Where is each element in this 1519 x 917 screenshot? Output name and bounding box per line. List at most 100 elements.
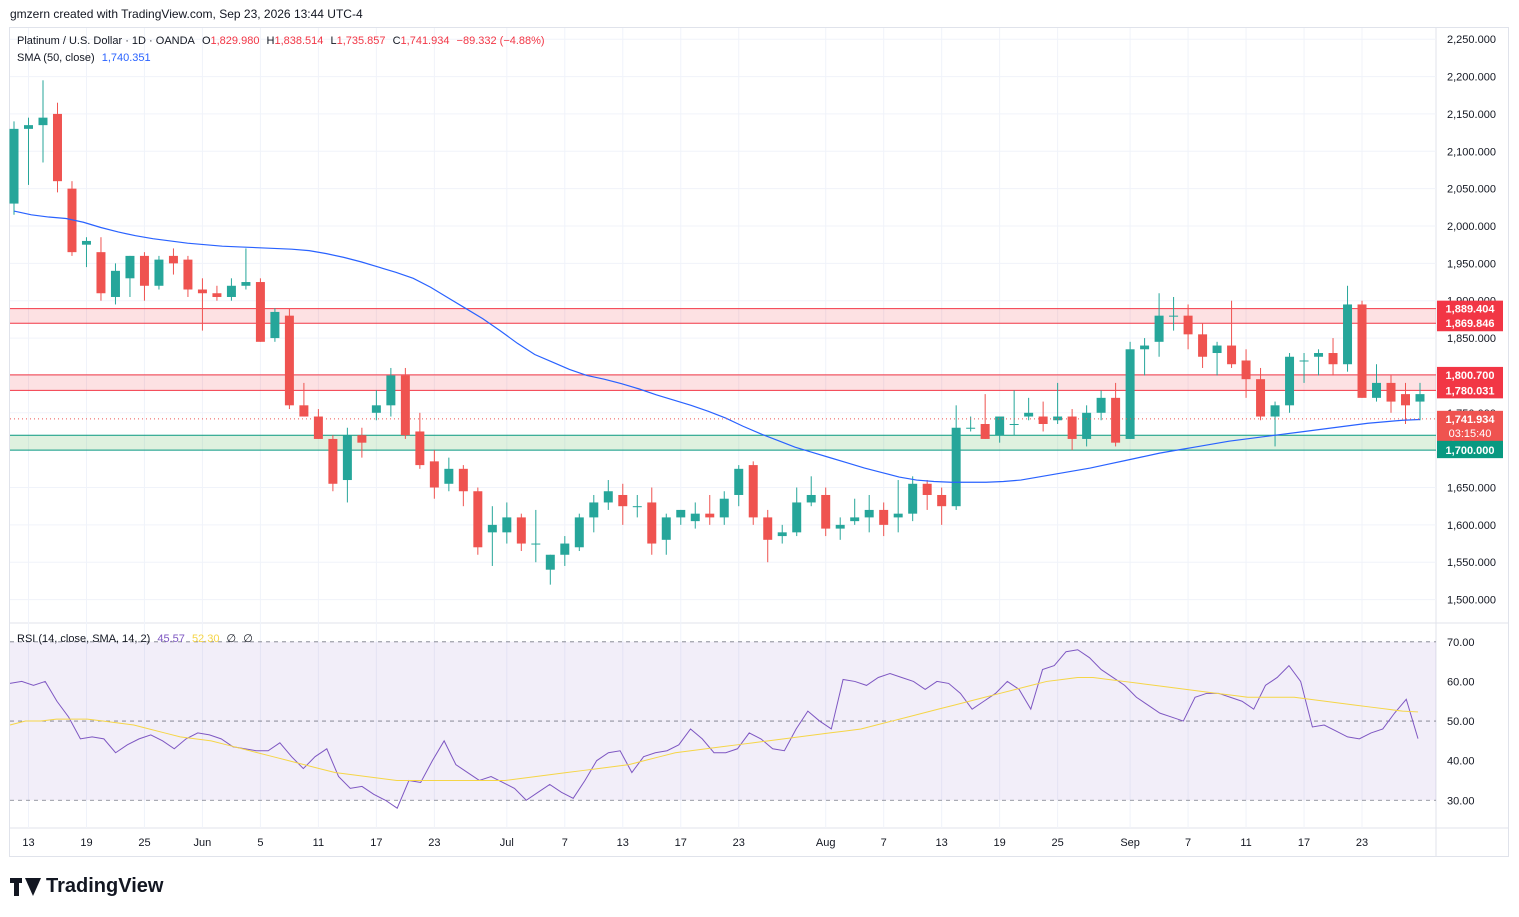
- symbol-title: Platinum / U.S. Dollar · 1D · OANDA: [17, 35, 195, 47]
- price-tick-label: 2,050.000: [1447, 184, 1496, 196]
- candle-down: [212, 293, 222, 297]
- candle-up: [9, 128, 19, 204]
- candle-up: [966, 427, 976, 429]
- time-tick-label: 17: [675, 837, 687, 849]
- price-tick-label: 1,550.000: [1447, 557, 1496, 569]
- last-price-label: 1,741.934: [1446, 414, 1496, 426]
- candle-down: [1038, 416, 1048, 424]
- sma-line: [13, 210, 1421, 483]
- candle-up: [1009, 424, 1019, 425]
- candle-up: [81, 240, 91, 245]
- chart-frame: [9, 27, 1509, 857]
- candle-up: [502, 517, 512, 533]
- candle-up: [444, 468, 454, 484]
- candle-down: [1401, 394, 1410, 406]
- high-value: 1,838.514: [274, 35, 324, 47]
- candle-up: [371, 405, 381, 413]
- candle-up: [342, 435, 352, 481]
- candle-down: [284, 315, 294, 406]
- candle-up: [1314, 353, 1324, 357]
- resistance-zone-price-label: 1,869.846: [1446, 318, 1495, 330]
- candle-up: [734, 468, 744, 495]
- rsi-label: RSI (14, close, SMA, 14, 2): [17, 633, 151, 645]
- time-tick-label: 23: [1356, 837, 1368, 849]
- candle-up: [690, 513, 700, 522]
- candle-up: [226, 285, 236, 297]
- candle-down: [197, 289, 207, 294]
- candle-down: [980, 424, 990, 439]
- rsi-tick-label: 50.00: [1447, 716, 1475, 728]
- close-label: C: [392, 35, 401, 47]
- candle-up: [1372, 382, 1382, 398]
- low-value: 1,735.857: [336, 35, 386, 47]
- candle-up: [777, 532, 787, 537]
- price-tick-label: 2,250.000: [1447, 34, 1496, 46]
- candle-down: [1357, 304, 1367, 398]
- candle-down: [473, 491, 483, 548]
- time-tick-label: 23: [733, 837, 745, 849]
- rsi-tick-label: 60.00: [1447, 676, 1475, 688]
- time-tick-label: 13: [936, 837, 948, 849]
- candle-up: [864, 509, 874, 518]
- price-tick-label: 2,150.000: [1447, 109, 1496, 121]
- candle-down: [1227, 345, 1237, 365]
- candle-down: [400, 375, 410, 436]
- candle-up: [1299, 360, 1309, 362]
- resistance-zone-price-tag: [1437, 300, 1503, 317]
- time-tick-label: 25: [138, 837, 150, 849]
- candle-down: [705, 513, 715, 518]
- candle-down: [1067, 416, 1077, 439]
- candle-up: [574, 517, 584, 548]
- time-tick-label: 19: [994, 837, 1006, 849]
- resistance-zone: [10, 308, 1436, 324]
- candle-up: [241, 282, 251, 286]
- time-tick-label: Aug: [816, 837, 836, 849]
- time-tick-label: 19: [80, 837, 92, 849]
- candle-down: [879, 509, 889, 525]
- candle-down: [618, 494, 628, 507]
- candle-down: [429, 461, 439, 488]
- resistance-zone-price-tag: [1437, 382, 1503, 399]
- candle-down: [168, 255, 178, 264]
- candle-down: [255, 282, 265, 342]
- candle-up: [531, 543, 541, 545]
- resistance-zone-price-tag: [1437, 366, 1503, 383]
- candle-up: [835, 524, 845, 529]
- candle-down: [516, 517, 526, 544]
- time-tick-label: 25: [1052, 837, 1064, 849]
- candle-up: [487, 524, 497, 533]
- candle-down: [458, 468, 468, 492]
- low-label: L: [330, 35, 337, 47]
- sma-label: SMA (50, close): [17, 52, 95, 64]
- time-tick-label: 17: [370, 837, 382, 849]
- rsi-tick-label: 30.00: [1447, 795, 1475, 807]
- price-tick-label: 2,000.000: [1447, 221, 1496, 233]
- time-tick-label: Jul: [500, 837, 514, 849]
- open-value: 1,829.980: [210, 35, 260, 47]
- tradingview-logo[interactable]: TradingView: [10, 875, 163, 898]
- price-tick-label: 1,500.000: [1447, 595, 1496, 607]
- sma-value: 1,740.351: [101, 52, 151, 64]
- candle-up: [154, 259, 164, 286]
- rsi-ma-line: [9, 676, 1419, 781]
- time-tick-label: 17: [1298, 837, 1310, 849]
- candle-up: [1270, 405, 1280, 417]
- change-value: −89.332 (−4.88%): [456, 35, 545, 47]
- candle-down: [52, 113, 62, 182]
- candle-down: [1328, 353, 1338, 365]
- candle-up: [908, 483, 918, 514]
- time-tick-label: 13: [22, 837, 34, 849]
- candle-down: [922, 483, 932, 495]
- symbol-legend: Platinum / U.S. Dollar · 1D · OANDA O1,8…: [17, 35, 549, 47]
- time-tick-label: Sep: [1120, 837, 1140, 849]
- candle-up: [560, 543, 570, 555]
- candle-up: [806, 494, 816, 503]
- candle-down: [299, 405, 309, 417]
- candle-down: [1241, 360, 1251, 380]
- last-price-tag: [1437, 410, 1503, 441]
- open-label: O: [201, 35, 211, 47]
- rsi-legend: RSI (14, close, SMA, 14, 2) 45.57 52.30 …: [17, 632, 257, 645]
- candle-up: [995, 416, 1005, 436]
- time-tick-label: Jun: [194, 837, 212, 849]
